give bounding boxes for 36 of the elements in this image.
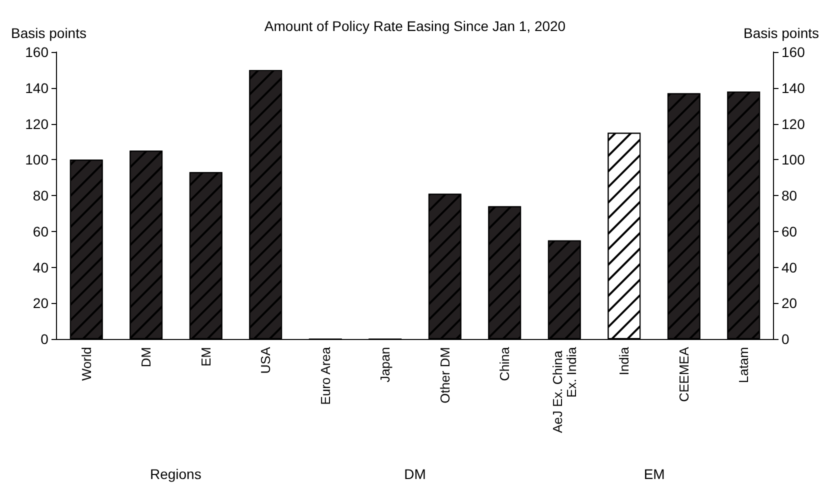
y2-tick-label: 140 — [782, 80, 806, 96]
y-tick-label: 140 — [25, 80, 49, 96]
y2-tick-label: 20 — [782, 295, 798, 312]
y-tick-label: 40 — [32, 259, 49, 276]
x-tick-label: DM — [138, 347, 154, 368]
y2-tick-label: 40 — [782, 259, 798, 276]
y2-tick-label: 120 — [782, 116, 806, 132]
y-tick-label: 100 — [25, 152, 49, 168]
text: Regions — [150, 466, 202, 482]
y-axis-title: Basis points — [11, 25, 86, 41]
x-tick-label: CEEMEA — [676, 346, 692, 402]
text: EM — [644, 466, 665, 482]
y2-tick-label: 160 — [782, 44, 806, 60]
x-tick-label: India — [616, 346, 632, 376]
y2-tick-label: 0 — [782, 331, 790, 347]
y2-axis-title: Basis points — [744, 25, 819, 41]
y-tick-label: 160 — [25, 44, 49, 60]
x-tick-label: Latam — [736, 347, 752, 384]
y-tick-label: 0 — [40, 331, 49, 347]
y2-tick-label: 100 — [782, 152, 806, 168]
x-tick-label: China — [497, 346, 512, 381]
x-tick-label: EM — [198, 347, 214, 366]
x-tick-label: Other DM — [437, 347, 452, 404]
chart-title: Amount of Policy Rate Easing Since Jan 1, 2020 — [264, 18, 566, 34]
y-tick-label: 120 — [25, 116, 49, 132]
y2-tick-label: 60 — [782, 223, 798, 240]
x-tick-label: World — [78, 347, 94, 381]
x-tick-label: USA — [258, 346, 274, 374]
x-tick-label: Euro Area — [318, 346, 333, 405]
y-tick-label: 80 — [32, 188, 49, 204]
text: DM — [404, 466, 426, 482]
y-tick-label: 20 — [32, 295, 49, 312]
y2-tick-label: 80 — [782, 188, 798, 204]
y-tick-label: 60 — [32, 223, 49, 240]
x-tick-label: Japan — [378, 347, 393, 382]
x-tick-label: AeJ Ex. China Ex. India — [550, 346, 579, 433]
